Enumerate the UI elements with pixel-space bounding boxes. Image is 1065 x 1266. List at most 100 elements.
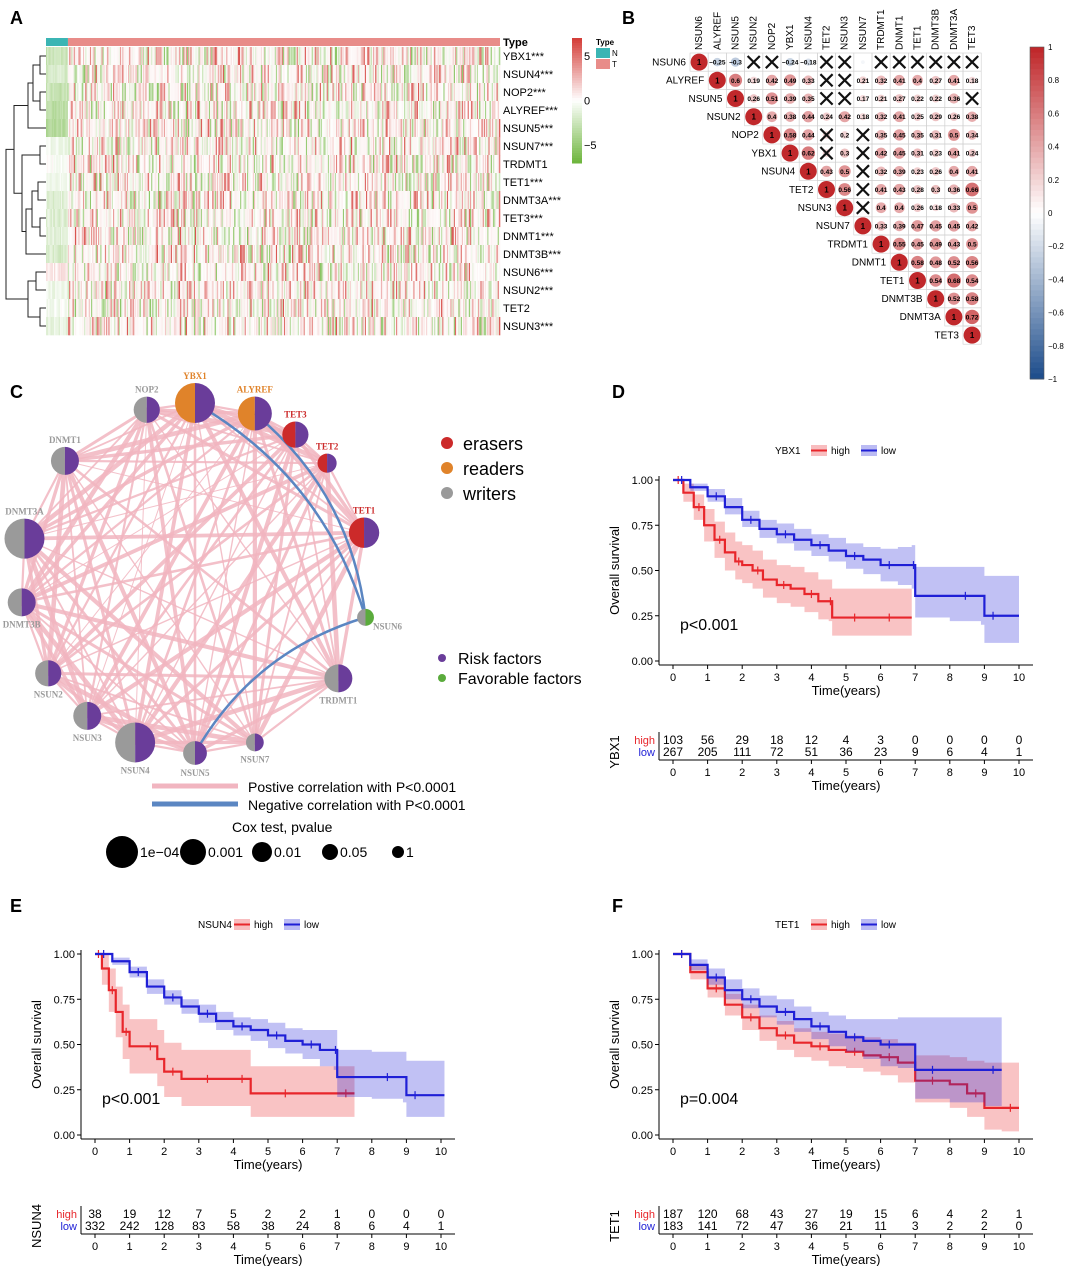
- heatmap-cell: [361, 137, 363, 156]
- heatmap-cell: [230, 227, 233, 246]
- heatmap-cell: [452, 155, 455, 174]
- heatmap-cell: [81, 47, 84, 66]
- heatmap-cell: [218, 173, 220, 192]
- heatmap-cell: [198, 137, 200, 156]
- heatmap-cell: [84, 173, 86, 192]
- heatmap-cell: [258, 101, 261, 120]
- heatmap-cell: [430, 155, 433, 174]
- heatmap-cell: [387, 209, 390, 228]
- heatmap-cell: [81, 173, 84, 192]
- heatmap-cell: [481, 155, 483, 174]
- heatmap-cell: [300, 263, 302, 282]
- heatmap-cell: [402, 209, 405, 228]
- heatmap-cell: [421, 137, 423, 156]
- heatmap-cell: [230, 191, 233, 210]
- heatmap-cell: [352, 263, 354, 282]
- heatmap-cell: [430, 137, 433, 156]
- heatmap-cell: [408, 155, 411, 174]
- heatmap-cell: [453, 83, 456, 102]
- heatmap-cell: [467, 47, 470, 66]
- heatmap-cell: [169, 47, 172, 66]
- heatmap-cell: [265, 83, 267, 102]
- heatmap-cell: [153, 119, 155, 138]
- heatmap-cell: [408, 83, 411, 102]
- heatmap-cell: [250, 83, 252, 102]
- heatmap-cell: [99, 137, 101, 156]
- heatmap-cell: [158, 101, 160, 120]
- heatmap-cell: [241, 245, 243, 264]
- heatmap-cell: [243, 155, 245, 174]
- heatmap-cell: [318, 155, 321, 174]
- heatmap-cell: [489, 155, 492, 174]
- heatmap-cell: [253, 227, 256, 246]
- heatmap-cell: [377, 209, 380, 228]
- heatmap-cell: [434, 47, 436, 66]
- heatmap-cell: [376, 101, 378, 120]
- heatmap-cell: [123, 227, 125, 246]
- heatmap-cell: [422, 101, 425, 120]
- heatmap-cell: [438, 119, 441, 138]
- heatmap-cell: [117, 83, 120, 102]
- heatmap-cell: [363, 65, 366, 84]
- heatmap-cell: [177, 209, 180, 228]
- heatmap-cell: [365, 65, 368, 84]
- heatmap-cell: [475, 119, 478, 138]
- heatmap-cell: [190, 245, 192, 264]
- heatmap-cell: [322, 209, 324, 228]
- heatmap-cell: [192, 227, 195, 246]
- heatmap-cell: [423, 101, 426, 120]
- heatmap-cell: [251, 227, 254, 246]
- heatmap-cell: [421, 245, 423, 264]
- heatmap-cell: [389, 227, 391, 246]
- heatmap-cell: [129, 47, 131, 66]
- heatmap-cell: [357, 209, 360, 228]
- heatmap-cell: [296, 173, 299, 192]
- heatmap-cell: [116, 83, 118, 102]
- heatmap-cell: [354, 65, 356, 84]
- heatmap-cell: [62, 173, 64, 192]
- heatmap-cell: [363, 173, 366, 192]
- heatmap-cell: [100, 119, 102, 138]
- heatmap-cell: [234, 245, 236, 264]
- heatmap-cell: [159, 137, 161, 156]
- heatmap-cell: [401, 83, 404, 102]
- heatmap-cell: [450, 245, 452, 264]
- heatmap-cell: [374, 227, 376, 246]
- heatmap-cell: [263, 83, 265, 102]
- heatmap-cell: [47, 263, 49, 282]
- heatmap-cell: [188, 227, 190, 246]
- heatmap-cell: [158, 173, 160, 192]
- heatmap-cell: [286, 83, 288, 102]
- heatmap-cell: [72, 137, 75, 156]
- heatmap-cell: [464, 173, 466, 192]
- heatmap-cell: [102, 191, 105, 210]
- heatmap-cell: [47, 83, 49, 102]
- heatmap-cell: [281, 227, 284, 246]
- heatmap-cell: [296, 47, 299, 66]
- heatmap-cell: [200, 47, 203, 66]
- heatmap-cell: [80, 101, 83, 120]
- heatmap-cell: [310, 245, 312, 264]
- heatmap-cell: [323, 245, 325, 264]
- heatmap-cell: [153, 137, 155, 156]
- heatmap-cell: [132, 263, 135, 282]
- heatmap-cell: [151, 173, 153, 192]
- heatmap-cell: [84, 245, 86, 264]
- heatmap-cell: [405, 209, 407, 228]
- heatmap-cell: [400, 227, 403, 246]
- heatmap-cell: [415, 245, 418, 264]
- heatmap-cell: [149, 119, 152, 138]
- heatmap-cell: [46, 101, 48, 120]
- heatmap-cell: [111, 227, 114, 246]
- heatmap-cell: [498, 245, 501, 264]
- heatmap-cell: [438, 47, 441, 66]
- heatmap-cell: [227, 155, 229, 174]
- heatmap-cell: [255, 101, 257, 120]
- heatmap-cell: [132, 137, 135, 156]
- heatmap-cell: [66, 245, 69, 264]
- heatmap-cell: [255, 155, 257, 174]
- heatmap-cell: [428, 47, 430, 66]
- heatmap-cell: [392, 155, 395, 174]
- heatmap-cell: [304, 119, 307, 138]
- heatmap-cell: [289, 263, 292, 282]
